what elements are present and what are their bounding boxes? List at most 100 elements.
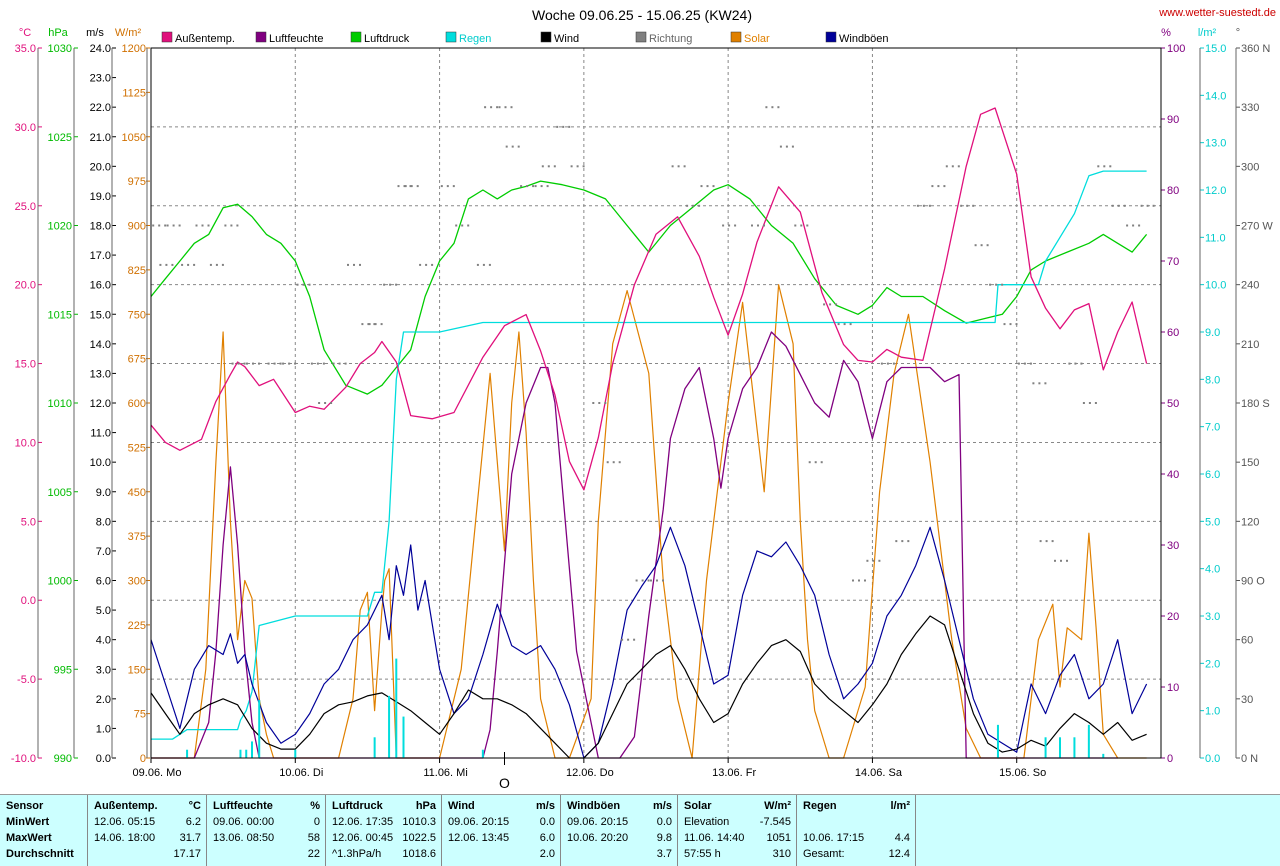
direction-dot — [187, 263, 190, 266]
direction-dot — [553, 165, 556, 168]
direction-dot — [907, 540, 910, 543]
direction-dot — [1017, 362, 1020, 365]
direction-dot — [541, 165, 544, 168]
stats-col-title: Windböen — [567, 800, 621, 812]
direction-dot — [440, 185, 443, 188]
direction-dot — [1051, 540, 1054, 543]
axis-tick-label: 360 N — [1241, 43, 1270, 55]
direction-dot — [922, 204, 925, 207]
direction-dot — [209, 263, 212, 266]
axis-tick-label: 15.0 — [90, 309, 111, 321]
direction-dot — [627, 638, 630, 641]
direction-dot — [829, 303, 832, 306]
direction-dot — [302, 283, 305, 286]
axis-tick-label: 30.0 — [15, 122, 36, 134]
direction-dot — [647, 579, 650, 582]
stats-value: 9.8 — [656, 832, 672, 844]
stats-col-unit: °C — [188, 800, 201, 812]
direction-dot — [612, 461, 615, 464]
direction-dot — [986, 244, 989, 247]
stats-value: 1010.3 — [402, 816, 436, 828]
direction-dot — [765, 106, 768, 109]
stats-column: Solar W/m² Elevation -7.545 11.06. 14:40 1051… — [678, 795, 797, 866]
direction-dot — [951, 165, 954, 168]
axis-tick-label: 120 — [1241, 516, 1259, 528]
direction-dot — [1032, 382, 1035, 385]
axis-tick-label: 4.0 — [96, 635, 111, 647]
day-labels: 09.06. Mo 10.06. Di 11.06. Mi 12.06. Do 13.0… — [133, 752, 1046, 791]
direction-dot — [246, 362, 248, 365]
legend-swatch — [445, 31, 457, 43]
stats-value: -7.545 — [759, 816, 791, 828]
axis-tick-label: 60 — [1167, 327, 1179, 339]
stats-time: 10.06. 17:15 — [803, 832, 865, 844]
direction-dot — [957, 165, 960, 168]
axis-tick-label: 1.0 — [1205, 706, 1220, 718]
stats-table: Sensor MinWert MaxWert Durchschnitt Auße… — [0, 794, 1280, 866]
axis-tick-label: 270 W — [1241, 221, 1273, 233]
stats-col-title: Regen — [803, 800, 837, 812]
direction-dot — [852, 579, 854, 582]
axis-tick-label: 7.0 — [96, 546, 111, 558]
direction-dot — [338, 362, 341, 365]
direction-dot — [966, 204, 969, 207]
stats-col-title: Luftdruck — [332, 800, 383, 812]
direction-dot — [215, 263, 218, 266]
stats-value: 3.7 — [656, 848, 672, 860]
direction-dot — [383, 283, 386, 286]
axis-tick-label: 3.0 — [96, 664, 111, 676]
stats-value: 1051 — [766, 832, 791, 844]
stats-value: 2.0 — [539, 848, 555, 860]
direction-dot — [316, 362, 319, 365]
axis-tick-label: -5.0 — [17, 674, 36, 686]
stats-value: 0.0 — [539, 816, 555, 828]
direction-dot — [504, 106, 507, 109]
direction-dot — [794, 224, 797, 227]
direction-dot — [1146, 204, 1149, 207]
direction-dot — [633, 638, 636, 641]
stats-col-title: Solar — [684, 800, 712, 812]
axis-tick-label: 9.0 — [96, 487, 111, 499]
series-line — [150, 107, 1148, 491]
axis-tick-label: 1200 — [122, 43, 146, 55]
axis-tick-label: 40 — [1167, 469, 1179, 481]
axis-tick-label: 150 — [1241, 457, 1259, 469]
direction-dot — [808, 461, 811, 464]
axis-tick-label: 1050 — [122, 132, 146, 144]
chart-title: Woche 09.06.25 - 15.06.25 (KW24) — [532, 7, 752, 23]
direction-dot — [814, 461, 817, 464]
direction-dot — [1094, 402, 1097, 404]
direction-dot — [279, 362, 282, 365]
direction-dot — [1009, 323, 1012, 326]
rain-bar — [388, 695, 391, 758]
direction-dot — [359, 263, 361, 266]
axis-tick-label: 23.0 — [90, 73, 111, 85]
direction-dot — [273, 362, 276, 365]
stats-time: 12.06. 17:35 — [332, 816, 394, 828]
direction-dot — [598, 402, 601, 404]
axis-tick-label: 1030 — [48, 43, 72, 55]
axis-tick-label: 100 — [1167, 43, 1185, 55]
direction-dot — [373, 323, 376, 326]
direction-dot — [1068, 362, 1071, 365]
direction-dot — [224, 224, 227, 227]
site-link[interactable]: www.wetter-suestedt.de — [1158, 7, 1276, 19]
direction-dot — [380, 323, 383, 326]
axis-tick-label: 5.0 — [21, 516, 36, 528]
axis-tick-label: 18.0 — [90, 221, 111, 233]
axis-tick-label: 450 — [128, 487, 146, 499]
rain-bar — [1044, 737, 1047, 758]
legend-label: Luftdruck — [364, 33, 410, 45]
stats-header-max: MaxWert — [6, 832, 52, 844]
direction-dot — [928, 204, 931, 207]
direction-dot — [779, 145, 782, 148]
stats-header-sensor: Sensor — [6, 800, 44, 812]
day-label: 13.06. Fr — [712, 767, 756, 779]
axis-tick-label: 14.0 — [1205, 90, 1226, 102]
axis-tick-label: 15.0 — [1205, 43, 1226, 55]
stats-time: 09.06. 20:15 — [567, 816, 629, 828]
direction-dot — [158, 224, 161, 227]
direction-dot — [1126, 224, 1129, 227]
sun-marker-label: O — [499, 775, 510, 791]
direction-dot — [974, 244, 977, 247]
